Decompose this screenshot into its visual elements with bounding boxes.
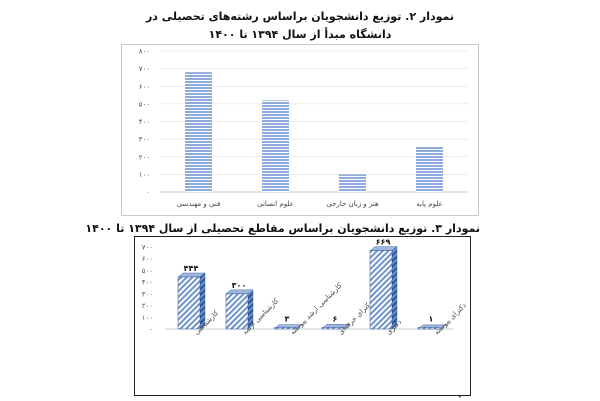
y-tick-label: ۱۰۰ <box>142 314 153 322</box>
x-category-label: دکترای پیوسته <box>433 301 468 336</box>
data-label: ۴۴۴ <box>184 264 199 273</box>
bar <box>225 293 249 330</box>
x-category-label: علوم انسانی <box>257 200 294 208</box>
bar <box>177 276 201 330</box>
x-category-label: فنی و مهندسی <box>177 200 221 208</box>
y-tick-label: ۶۰۰ <box>142 255 153 263</box>
chart1-title-line2: دانشگاه مبدأ از سال ۱۳۹۴ تا ۱۴۰۰ <box>208 28 392 41</box>
bar <box>262 100 289 192</box>
y-tick-label: ۷۰۰ <box>142 244 153 252</box>
bar <box>185 72 212 192</box>
y-tick-label: ۵۰۰ <box>142 267 153 275</box>
data-label: ۱ <box>429 315 434 324</box>
y-tick-label: ۶۰۰ <box>139 83 150 91</box>
bar <box>339 174 366 192</box>
data-label: ۳ <box>285 315 290 324</box>
chart1-title-line1: نمودار ۲. توزیع دانشجویان براساس رشته‌ها… <box>145 10 455 23</box>
y-tick-label: ۲۰۰ <box>139 153 150 161</box>
y-tick-label: ۵۰۰ <box>139 100 150 108</box>
bar-side <box>391 246 398 330</box>
x-category-label: دکترای حرفه‌ای <box>337 299 374 336</box>
data-label: ۳۰۰ <box>232 281 247 290</box>
chart1-svg: ۰ ۱۰۰ ۲۰۰ ۳۰۰ ۴۰۰ ۵۰۰ ۶۰۰ ۷۰۰ ۸۰۰ فنی و مهندسی علو… <box>139 48 468 208</box>
chart2-title: نمودار ۳. توزیع دانشجویان براساس مقاطع ت… <box>85 222 480 235</box>
y-tick-label: ۰ <box>149 326 153 334</box>
data-label: ۶۶۹ <box>376 238 391 247</box>
x-category-label: علوم پایه <box>416 200 442 208</box>
y-tick-label: ۰ <box>146 189 150 197</box>
chart2-svg: ۰۱۰۰۲۰۰۳۰۰۴۰۰۵۰۰۶۰۰۷۰۰۴۴۴کارشناسی۳۰۰کارش… <box>142 238 468 337</box>
x-category-label: هنر و زبان خارجی <box>326 200 379 208</box>
page-marker: • <box>458 394 462 401</box>
bar-top <box>177 272 206 278</box>
bar <box>417 327 441 330</box>
y-tick-label: ۳۰۰ <box>139 136 150 144</box>
data-label: ۶ <box>333 315 338 324</box>
y-tick-label: ۷۰۰ <box>139 65 150 73</box>
bar-top <box>369 246 398 251</box>
chart1-panel: ۰ ۱۰۰ ۲۰۰ ۳۰۰ ۴۰۰ ۵۰۰ ۶۰۰ ۷۰۰ ۸۰۰ فنی و مهندسی علو… <box>121 44 479 216</box>
bar <box>273 327 297 330</box>
bar <box>369 250 393 330</box>
y-tick-label: ۳۰۰ <box>142 290 153 298</box>
y-tick-label: ۴۰۰ <box>139 118 150 126</box>
y-tick-label: ۴۰۰ <box>142 279 153 287</box>
y-tick-label: ۲۰۰ <box>142 302 153 310</box>
y-tick-label: ۸۰۰ <box>139 48 150 56</box>
y-tick-label: ۱۰۰ <box>139 171 150 179</box>
chart2-panel: ۰ ۱۰۰ ۲۰۰ ۳۰۰ ۴۰۰ ۵۰۰ ۶۰۰ ۷۰۰ ۴۴۴ کارشناسی ۳۰۰ کارش… <box>134 236 471 396</box>
bar <box>416 147 443 192</box>
bar <box>321 327 345 330</box>
bar-top <box>225 289 254 295</box>
